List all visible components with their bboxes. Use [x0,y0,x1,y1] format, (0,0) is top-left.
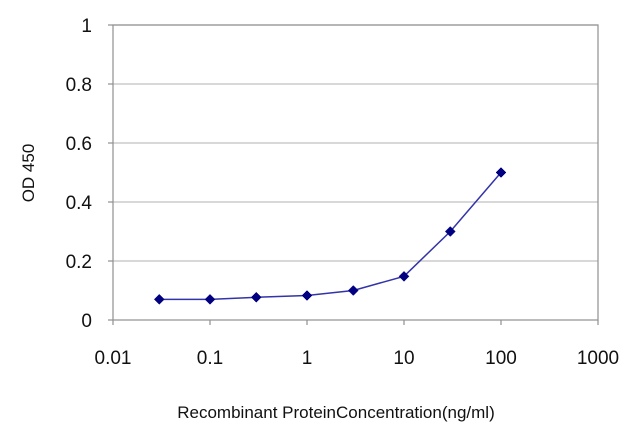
plot-area [112,24,599,321]
y-tick-label: 0.6 [66,134,92,155]
y-tick-label: 0 [81,311,92,332]
data-point [495,167,507,178]
data-point [204,293,216,305]
x-axis-title: Recombinant ProteinConcentration(ng/ml) [177,403,495,422]
x-tick-label: 0.01 [95,348,132,369]
x-tick-label: 10 [393,348,414,369]
data-point [398,270,410,282]
data-point [153,293,165,305]
y-tick-label: 0.8 [66,75,92,96]
data-point [444,226,456,237]
data-point [301,290,313,301]
series-layer [153,167,507,305]
data-point [347,285,359,296]
plot-frame [112,24,599,321]
x-tick-label: 1000 [577,348,619,369]
x-tick-label: 0.1 [197,348,223,369]
tick-layer: 0 0.2 0.4 0.6 0.8 1 0.01 0.1 1 10 100 1000 [66,16,620,369]
y-axis-title: OD 450 [19,144,38,203]
x-tick-label: 1 [302,348,313,369]
series-line [159,172,502,301]
y-tick-label: 1 [81,16,92,37]
y-tick-label: 0.4 [66,193,93,214]
y-tick-label: 0.2 [66,252,92,273]
data-point [250,291,262,303]
x-tick-label: 100 [485,348,517,369]
